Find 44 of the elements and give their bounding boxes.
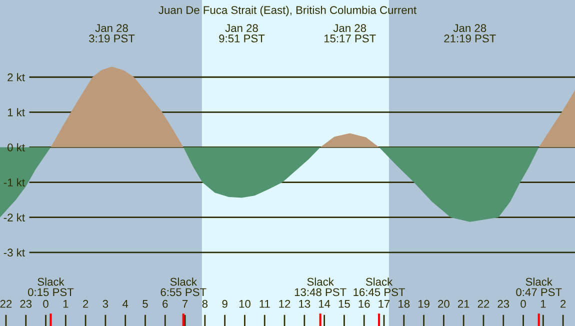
y-tick-label: 2 kt — [8, 73, 25, 82]
x-tick-label: 7 — [182, 300, 188, 308]
x-tick-label: 8 — [202, 300, 208, 308]
x-tick-label: 12 — [279, 300, 290, 308]
annotation: Jan 28 21:19 PST — [444, 24, 496, 42]
annotation: Jan 28 9:51 PST — [219, 24, 265, 42]
x-tick-label: 2 — [83, 300, 88, 308]
x-tick-label: 22 — [478, 300, 490, 308]
x-tick-label: 22 — [0, 300, 12, 308]
annotation: Slack 6:55 PST — [160, 278, 206, 296]
x-tick-label: 3 — [102, 300, 108, 308]
y-tick-label: -1 kt — [4, 178, 25, 186]
x-tick-label: 13 — [299, 300, 310, 308]
x-tick-label: 19 — [418, 300, 430, 308]
annotation: Slack 0:47 PST — [516, 278, 562, 296]
x-tick-label: 23 — [498, 300, 510, 308]
x-tick-label: 5 — [142, 300, 148, 308]
x-tick-label: 2 — [560, 300, 566, 308]
x-tick-label: 23 — [20, 300, 32, 308]
x-tick-label: 20 — [438, 300, 450, 308]
x-tick-label: 17 — [378, 300, 390, 308]
x-tick-label: 21 — [458, 300, 470, 308]
x-tick-label: 14 — [318, 300, 330, 308]
annotation: Jan 28 15:17 PST — [324, 24, 376, 42]
x-tick-label: 9 — [222, 300, 228, 308]
chart-title: Juan De Fuca Strait (East), British Columbia Current — [158, 6, 416, 16]
annotation: Jan 28 3:19 PST — [89, 24, 135, 42]
x-tick-label: 18 — [398, 300, 410, 308]
x-tick-label: 15 — [338, 300, 350, 308]
x-tick-label: 6 — [162, 300, 168, 308]
x-tick-label: 10 — [239, 300, 250, 308]
annotation: Slack 0:15 PST — [28, 278, 74, 296]
y-tick-label: -3 kt — [4, 248, 25, 257]
x-tick-label: 0 — [43, 300, 48, 308]
x-tick-label: 1 — [63, 300, 68, 308]
y-tick-label: 1 kt — [8, 108, 25, 116]
x-tick-label: 1 — [540, 300, 546, 308]
x-tick-label: 11 — [260, 300, 270, 308]
x-tick-label: 4 — [122, 300, 128, 308]
y-tick-label: -2 kt — [4, 213, 25, 222]
x-tick-label: 16 — [358, 300, 370, 308]
annotation: Slack 13:48 PST — [294, 278, 346, 296]
annotation: Slack 16:45 PST — [354, 278, 406, 296]
x-tick-label: 0 — [520, 300, 526, 308]
